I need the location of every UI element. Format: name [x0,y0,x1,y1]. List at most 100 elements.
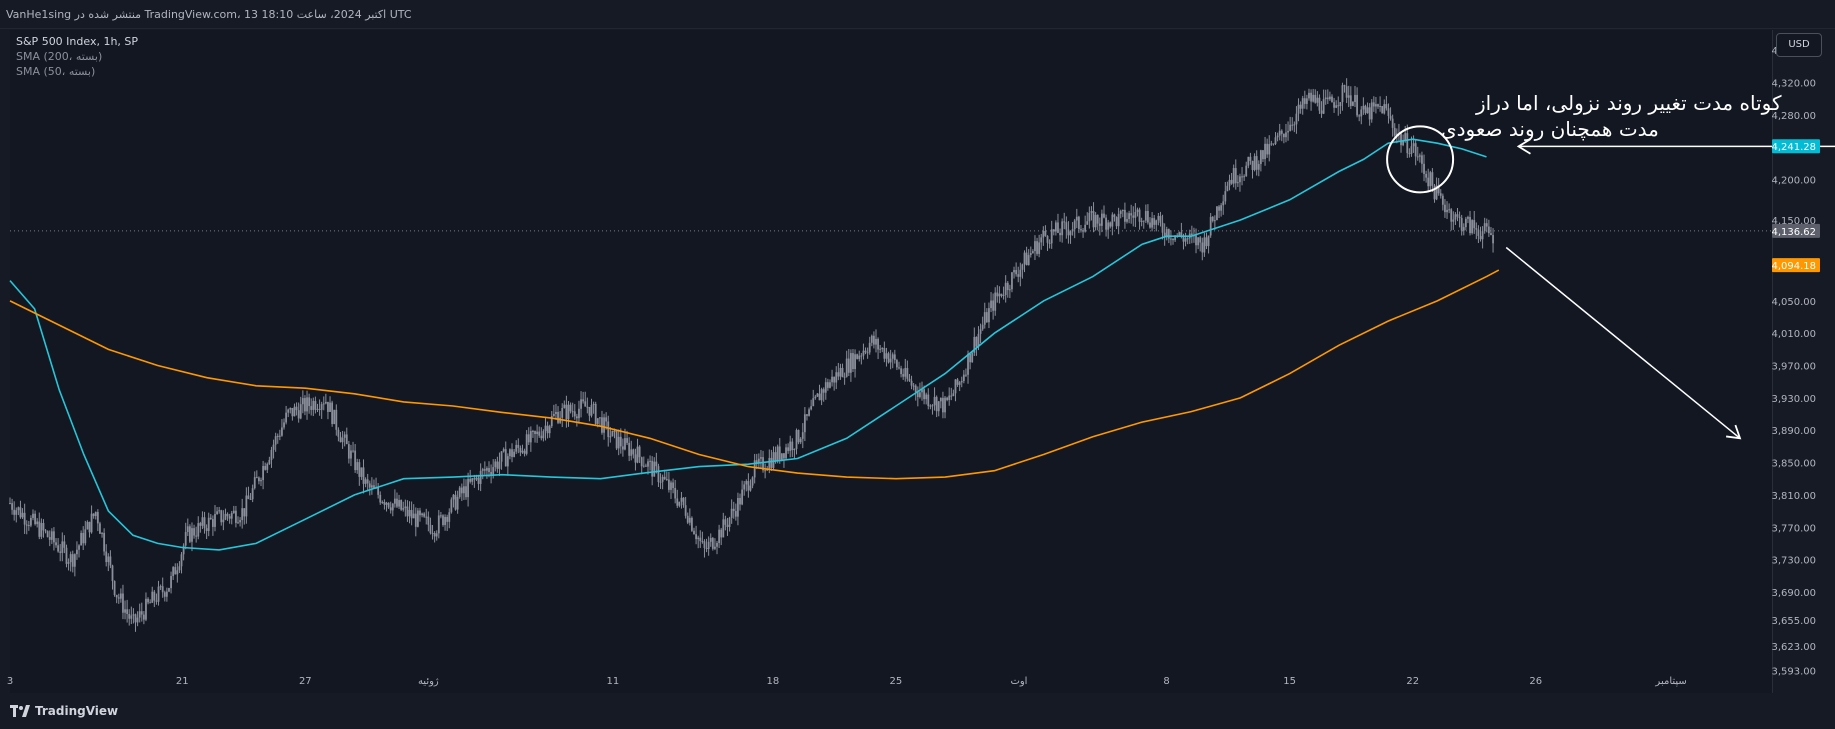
candle-body [63,541,66,548]
candle-body [337,429,340,437]
candle-body [404,506,407,509]
candle-body [728,517,731,527]
candle-body [843,376,846,378]
candle-body [1358,115,1361,117]
candle-body [249,498,252,500]
y-tick-label: 3,810.00 [1771,491,1816,502]
candle-body [78,545,80,550]
candle-body [1027,255,1030,266]
y-tick-label: 3,690.00 [1771,588,1816,599]
candle-body [1395,133,1398,136]
candle-body [124,609,126,613]
candle-body [1375,104,1377,107]
price-tag [1772,139,1820,154]
candle-body [69,554,72,563]
candle-body [274,436,277,445]
sma50-line[interactable] [9,138,1487,551]
candle-body [739,497,741,505]
annotation-circle[interactable] [1386,125,1455,194]
candle-body [749,485,752,491]
candle-body [467,478,469,498]
candle-body [879,348,882,350]
candle-body [237,522,239,524]
candle-body [96,512,99,524]
candle-body [795,430,798,449]
candle-body [320,404,323,410]
candle-body [1034,241,1036,252]
candle-body [529,431,532,443]
candle-body [182,545,185,555]
x-tick-label: 21 [176,676,189,687]
candle-body [345,434,348,445]
candle-body [868,342,871,353]
candle-body [113,581,116,595]
candle-body [1414,143,1417,157]
candle-body [86,521,89,530]
candle-body [1448,209,1451,211]
candle-body [1234,168,1237,184]
candle-body [44,530,47,532]
candle-body [1029,253,1032,256]
candle-body [1226,185,1229,192]
y-tick-label: 4,010.00 [1771,329,1816,340]
candle-body [360,467,363,477]
candle-body [638,446,641,458]
currency-button[interactable]: USD [1776,33,1822,57]
candle-body [1429,172,1432,187]
tradingview-logo[interactable]: TradingView [10,704,118,718]
candle-body [990,300,992,309]
candle-body [38,521,41,537]
candle-body [661,476,664,482]
candle-body [333,409,336,424]
candle-body [1144,210,1147,221]
candle-body [1324,97,1327,100]
candle-body [1228,179,1231,186]
candle-body [176,570,179,575]
candle-body [1172,238,1174,241]
candle-body [776,446,779,461]
sma200-line[interactable] [9,269,1500,480]
candle-body [308,397,311,407]
candle-body [1329,96,1331,100]
candle-body [532,431,534,433]
candle-body [427,516,430,525]
candle-body [448,512,451,522]
candle-body [1264,143,1266,160]
candle-body [1023,252,1026,265]
candle-body [523,450,526,454]
candle-body [1008,289,1011,291]
candle-body [1180,232,1183,237]
candle-body [810,406,813,410]
candle-body [1335,105,1338,108]
candle-body [1391,118,1394,128]
candle-body [783,453,785,459]
candle-body [214,514,216,527]
candle-body [350,450,352,459]
candle-body [1149,222,1151,228]
candle-body [76,549,78,555]
candle-body [653,461,656,477]
publish-note: VanHe1sing منتشر شده در TradingView.com،… [6,8,412,21]
legend-sma50[interactable]: SMA (50، بسته) [16,65,96,78]
candle-body [230,513,233,519]
candle-body [410,509,413,519]
candle-body [1213,220,1216,222]
candle-body [502,449,505,452]
candle-body [408,509,411,517]
candle-body [306,397,308,412]
candle-body [548,426,551,434]
candle-body [714,546,716,549]
candle-body [193,528,195,536]
candle-body [1255,156,1258,170]
candle-body [477,477,480,484]
candle-body [1433,185,1436,200]
candle-body [396,498,398,507]
candle-body [751,477,754,486]
x-tick-label: ژوئیه [418,676,439,687]
candle-body [492,467,495,475]
candle-body [1389,115,1392,119]
arrow-down-shaft[interactable] [1505,246,1741,439]
candle-body [419,510,421,516]
legend-sma200[interactable]: SMA (200، بسته) [16,50,103,63]
